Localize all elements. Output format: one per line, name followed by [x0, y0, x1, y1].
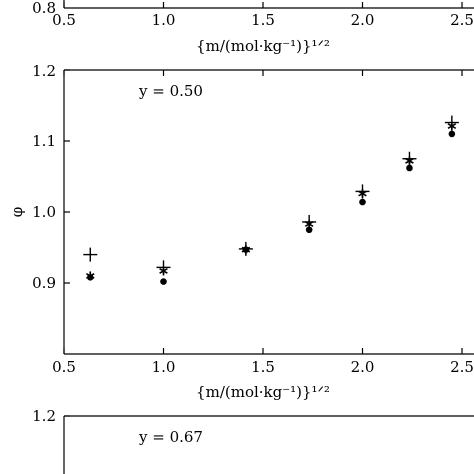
dot-marker [160, 278, 167, 285]
top-x-tick-label: 0.5 [52, 11, 76, 29]
bottom-y-tick-label: 1.2 [32, 407, 56, 425]
middle-panel: 0.9 1.0 1.1 1.2 0.5 1.0 1.5 2.0 2.5 {m/(… [8, 62, 474, 401]
mid-ticks [63, 69, 463, 354]
dot-marker [242, 246, 250, 253]
bottom-panel: 1.2 y = 0.67 [32, 407, 474, 474]
dot-marker [406, 164, 413, 172]
star-marker [358, 189, 367, 199]
mid-x-axis-label: {m/(mol·kg⁻¹)}¹ᐟ² [196, 383, 330, 401]
star-marker [159, 266, 168, 276]
y-axis-label: φ [8, 207, 26, 218]
mid-x-tick-label: 2.5 [450, 358, 474, 376]
top-x-tick-label: 1.0 [152, 11, 176, 29]
star-marker [405, 156, 414, 166]
top-x-tick-label: 2.5 [450, 11, 474, 29]
mid-x-tick-label: 2.0 [351, 358, 375, 376]
annotation-y-050: y = 0.50 [138, 82, 203, 100]
mid-y-tick-label: 1.1 [32, 132, 56, 150]
top-x-ticks [63, 2, 463, 8]
mid-x-tick-label: 1.5 [251, 358, 275, 376]
top-y-tick-label: 0.8 [32, 0, 56, 17]
top-x-axis-label: {m/(mol·kg⁻¹)}¹ᐟ² [196, 37, 330, 55]
mid-x-tick-label: 0.5 [52, 358, 76, 376]
dot-marker [448, 130, 456, 138]
top-x-tick-label: 2.0 [351, 11, 375, 29]
star-marker [447, 121, 457, 131]
dot-marker [305, 226, 313, 234]
plus-marker [83, 247, 98, 262]
data-markers [83, 115, 459, 285]
dot-marker [359, 198, 366, 206]
top-x-tick-label: 1.5 [251, 11, 275, 29]
annotation-y-067: y = 0.67 [138, 428, 203, 446]
top-panel: 0.8 0.5 1.0 1.5 2.0 2.5 {m/(mol·kg⁻¹)}¹ᐟ… [32, 0, 474, 55]
mid-y-tick-label: 1.2 [32, 62, 56, 80]
mid-y-tick-label: 0.9 [32, 274, 56, 292]
dot-marker [86, 274, 94, 281]
mid-y-tick-label: 1.0 [32, 203, 56, 221]
mid-x-tick-label: 1.0 [152, 358, 176, 376]
